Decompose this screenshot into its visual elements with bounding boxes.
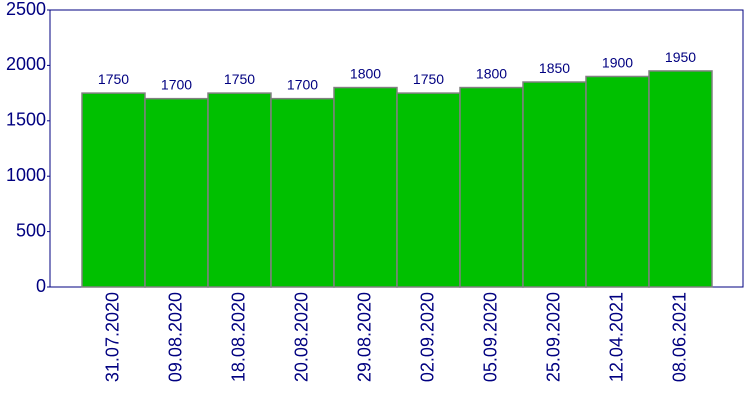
x-tick-label: 18.08.2020 bbox=[228, 292, 248, 382]
y-tick-label: 0 bbox=[36, 276, 46, 296]
value-label: 1700 bbox=[161, 77, 192, 93]
bar bbox=[81, 92, 146, 288]
bar bbox=[333, 86, 398, 288]
value-label: 1750 bbox=[413, 71, 444, 87]
bar bbox=[396, 92, 461, 288]
value-label: 1950 bbox=[665, 49, 696, 65]
x-tick-label: 25.09.2020 bbox=[543, 292, 563, 382]
x-tick-label: 29.08.2020 bbox=[354, 292, 374, 382]
value-label: 1800 bbox=[476, 66, 507, 82]
value-label: 1850 bbox=[539, 60, 570, 76]
x-tick-label: 08.06.2021 bbox=[669, 292, 689, 382]
bar bbox=[144, 97, 209, 288]
y-tick-label: 1000 bbox=[6, 165, 46, 185]
value-label: 1900 bbox=[602, 54, 633, 70]
x-tick-label: 09.08.2020 bbox=[165, 292, 185, 382]
value-label: 1750 bbox=[224, 71, 255, 87]
bar bbox=[459, 86, 524, 288]
y-tick-label: 1500 bbox=[6, 110, 46, 130]
y-tick-label: 500 bbox=[16, 220, 46, 240]
bar bbox=[648, 70, 713, 288]
y-tick-label: 2500 bbox=[6, 0, 46, 19]
value-label: 1750 bbox=[98, 71, 129, 87]
x-tick-label: 12.04.2021 bbox=[606, 292, 626, 382]
x-tick-label: 02.09.2020 bbox=[417, 292, 437, 382]
bar bbox=[585, 75, 650, 288]
x-tick-label: 31.07.2020 bbox=[102, 292, 122, 382]
x-tick-label: 05.09.2020 bbox=[480, 292, 500, 382]
bar bbox=[270, 97, 335, 288]
y-tick-label: 2000 bbox=[6, 54, 46, 74]
value-label: 1700 bbox=[287, 77, 318, 93]
value-label: 1800 bbox=[350, 66, 381, 82]
bar bbox=[522, 81, 587, 288]
bar bbox=[207, 92, 272, 288]
x-tick-label: 20.08.2020 bbox=[291, 292, 311, 382]
